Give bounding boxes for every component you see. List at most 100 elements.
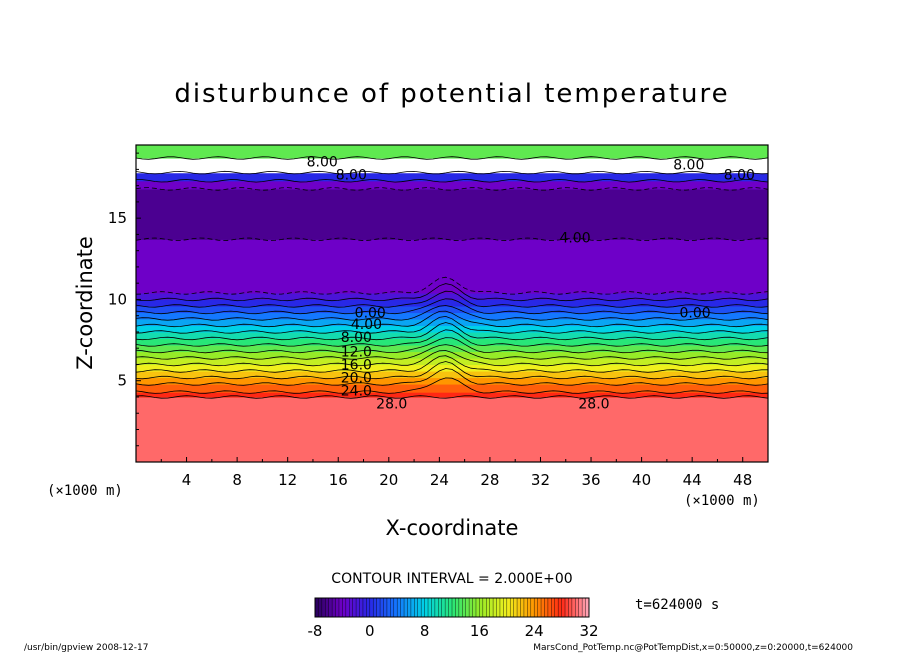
field-layer	[136, 338, 768, 346]
contour-line	[136, 298, 768, 315]
colorbar-cell	[544, 598, 549, 617]
contour-line	[136, 368, 768, 386]
time-label: t=624000 s	[635, 597, 719, 613]
field-layer	[136, 364, 768, 372]
colorbar-cell	[321, 598, 326, 617]
x-tick-label: 20	[379, 471, 398, 489]
contour-line	[136, 170, 768, 175]
colorbar-cell	[558, 598, 562, 617]
colorbar-cell	[421, 598, 425, 617]
colorbar-cell	[448, 598, 453, 617]
field-layer	[136, 145, 768, 159]
field-layer	[136, 357, 768, 366]
contour-line	[136, 315, 768, 334]
colorbar-tick-label: 8	[420, 622, 430, 640]
colorbar-cell	[417, 598, 422, 617]
colorbar-cell	[332, 598, 336, 617]
contour-line	[136, 283, 768, 302]
colorbar-cell	[578, 598, 583, 617]
contour-line	[136, 187, 768, 191]
colorbar-cell	[315, 598, 319, 617]
colorbar-cell	[585, 598, 590, 617]
contour-label: 8.00	[673, 158, 704, 174]
colorbar-cell	[345, 598, 350, 617]
colorbar-cell	[517, 598, 521, 617]
x-tick-label: 24	[430, 471, 449, 489]
field-layer	[136, 396, 768, 462]
colorbar-cell	[534, 598, 538, 617]
x-tick-label: 48	[733, 471, 752, 489]
colorbar-cell	[455, 598, 460, 617]
contour-label: 16.0	[341, 357, 372, 373]
colorbar-ticks: -8 0 8 16 24 32	[308, 622, 599, 640]
colorbar-cell	[571, 598, 576, 617]
colorbar-cell	[489, 598, 494, 617]
field-layer	[136, 344, 768, 353]
contour-line	[136, 337, 768, 354]
contour-interval: CONTOUR INTERVAL = 2.000E+00	[331, 571, 572, 587]
contour-line	[136, 156, 768, 160]
colorbar-cell	[376, 598, 381, 617]
colorbar-cell	[380, 598, 384, 617]
field-layer	[136, 331, 768, 340]
contour-label: 20.0	[341, 370, 372, 386]
colorbar-tick-label: 16	[470, 622, 489, 640]
colorbar-cell	[414, 598, 419, 617]
colorbar-cell	[465, 598, 470, 617]
colorbar-cell	[530, 598, 535, 617]
colorbar-cell	[390, 598, 395, 617]
x-axis-ticks: 4 8 12 16 20 24 28 32 36 40 44 48	[160, 457, 752, 489]
field-layer	[136, 383, 768, 393]
colorbar-cell	[537, 598, 542, 617]
contour-lines	[136, 156, 768, 399]
colorbar-cell	[541, 598, 545, 617]
colorbar-cell	[445, 598, 449, 617]
colorbar-cell	[520, 598, 525, 617]
contour-line	[136, 290, 768, 308]
colorbar-cell	[493, 598, 497, 617]
contour-label: 8.00	[724, 167, 755, 183]
colorbar-cell	[472, 598, 477, 617]
contour-label: 4.00	[351, 317, 382, 333]
colorbar-tick-label: 24	[525, 622, 544, 640]
colorbar	[314, 597, 590, 618]
colorbar-cell	[352, 598, 357, 617]
colorbar-cell	[400, 598, 405, 617]
field-layer	[136, 299, 768, 307]
contour-label: 24.0	[341, 383, 372, 399]
y-tick-label: 10	[108, 290, 127, 308]
colorbar-cell	[335, 598, 340, 617]
contour-line	[136, 322, 768, 341]
colorbar-cell	[475, 598, 480, 617]
colorbar-cell	[527, 598, 532, 617]
colorbar-cell	[554, 598, 559, 617]
contour-label: 8.00	[341, 330, 372, 346]
y-axis-label: Z-coordinate	[73, 236, 97, 370]
colorbar-cell	[469, 598, 473, 617]
colorbar-cell	[479, 598, 484, 617]
colorbar-cell	[503, 598, 508, 617]
colorbar-cell	[499, 598, 504, 617]
colorbar-cell	[393, 598, 398, 617]
colorbar-cell	[575, 598, 580, 617]
colorbar-cell	[551, 598, 556, 617]
colorbar-cell	[410, 598, 415, 617]
footer-right: MarsCond_PotTemp.nc@PotTempDist,x=0:5000…	[533, 643, 853, 653]
colorbar-cell	[458, 598, 463, 617]
temperature-field	[136, 145, 768, 462]
colorbar-cell	[359, 598, 364, 617]
x-tick-label: 28	[480, 471, 499, 489]
colorbar-cell	[342, 598, 347, 617]
colorbar-cell	[561, 598, 566, 617]
field-layer	[136, 158, 768, 174]
field-layer	[136, 172, 768, 182]
colorbar-cell	[431, 598, 436, 617]
colorbar-cell	[386, 598, 391, 617]
x-tick-label: 40	[632, 471, 651, 489]
field-layer	[136, 180, 768, 190]
colorbar-cell	[441, 598, 446, 617]
contour-line	[136, 377, 768, 394]
contour-labels: 8.008.00 8.008.004.000.00 0.004.008.0012.0…	[307, 154, 755, 412]
contour-line	[136, 344, 768, 360]
